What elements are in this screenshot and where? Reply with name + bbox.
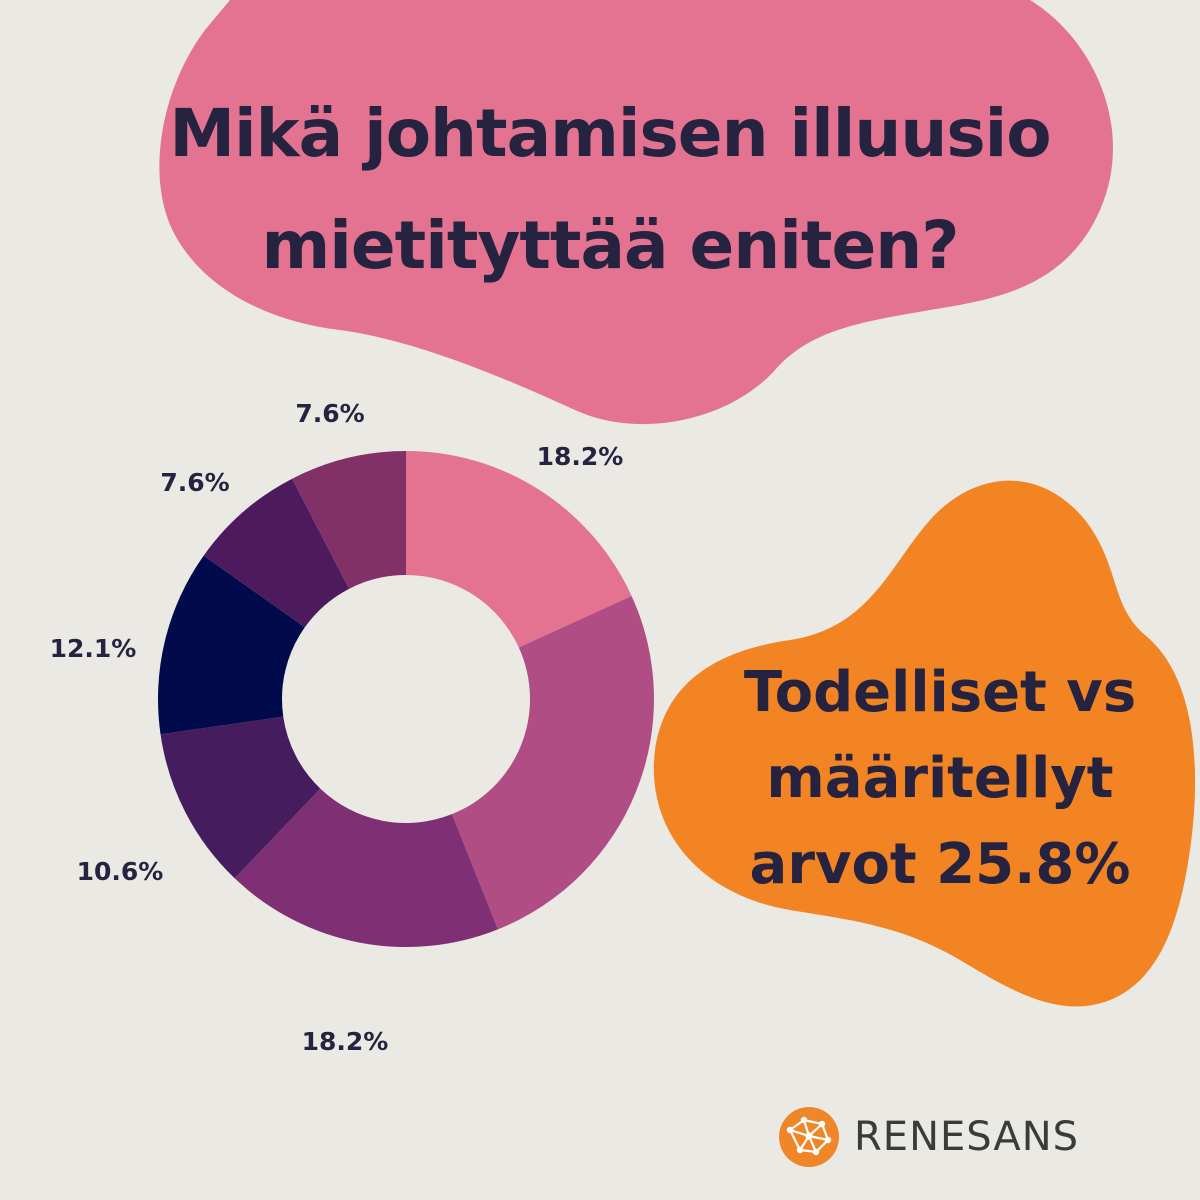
brand-name: RENESANS (854, 1114, 1080, 1160)
slice-label-5: 12.1% (50, 634, 137, 663)
donut-slice-3 (234, 788, 498, 947)
slice-label-7: 7.6% (295, 399, 364, 428)
slice-label-6: 7.6% (160, 468, 229, 497)
title-line-2: mietityttää eniten? (261, 207, 959, 284)
callout-line-1: Todelliset vs (743, 660, 1137, 725)
callout-line-2: määritellyt (766, 746, 1114, 811)
slice-label-1: 18.2% (537, 442, 624, 471)
callout-line-3: arvot 25.8% (749, 832, 1131, 897)
donut-slices (158, 451, 654, 947)
page-title: Mikä johtamisen illuusio mietityttää eni… (110, 78, 1110, 302)
title-line-1: Mikä johtamisen illuusio (169, 95, 1051, 172)
donut-slice-1 (406, 451, 632, 648)
donut-slice-4 (160, 716, 321, 879)
donut-labels: 18.2% 18.2% 10.6% 12.1% 7.6% 7.6% (50, 399, 624, 1056)
orange-blob (653, 480, 1196, 1007)
donut-slice-2 (451, 595, 654, 930)
slice-label-3: 18.2% (302, 1027, 389, 1056)
highlight-callout: Todelliset vs määritellyt arvot 25.8% (700, 650, 1180, 908)
pink-blob (159, 0, 1113, 425)
slice-label-4: 10.6% (77, 857, 164, 886)
brand-logo: RENESANS (778, 1105, 1079, 1169)
donut-slice-5 (158, 555, 305, 735)
donut-slice-6 (203, 478, 350, 628)
donut-slice-7 (292, 451, 406, 589)
network-icon (779, 1107, 839, 1167)
